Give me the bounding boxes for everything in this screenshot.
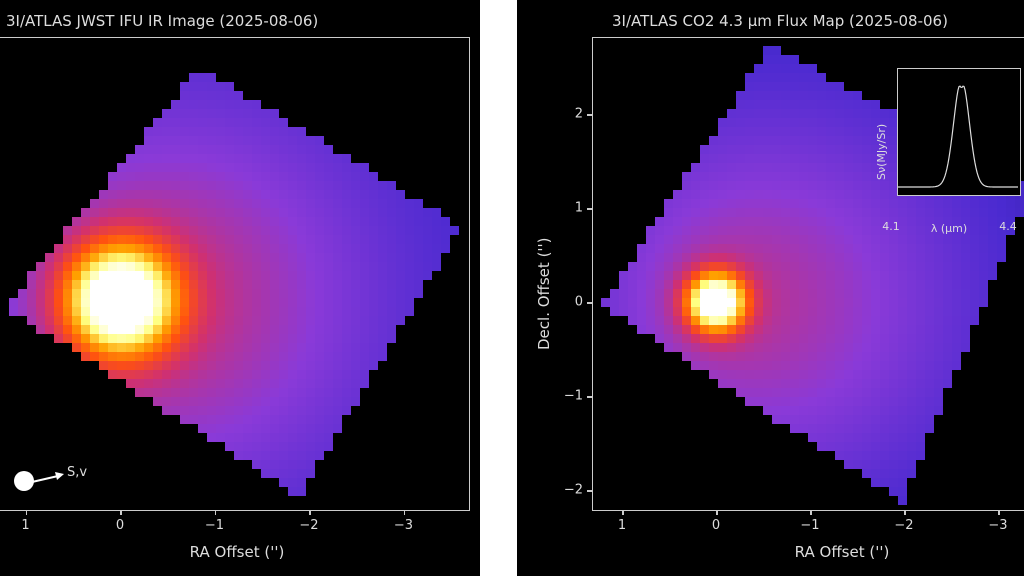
x-tick-mark — [214, 510, 216, 515]
arrow-icon — [31, 472, 64, 483]
y-axis-label: Decl. Offset ('') — [535, 237, 553, 350]
y-tick-label: −2 — [563, 482, 583, 498]
y-tick-mark — [587, 114, 592, 116]
spectrum-inset — [897, 68, 1021, 196]
x-tick-mark — [309, 510, 311, 515]
spectrum-line — [898, 85, 1018, 188]
x-tick-label: −2 — [894, 518, 914, 533]
x-tick-label: −3 — [393, 518, 414, 533]
x-tick-label: 0 — [115, 518, 125, 533]
x-tick-mark — [998, 510, 1000, 515]
ir-image-panel: 3I/ATLAS JWST IFU IR Image (2025-08-06) … — [0, 0, 480, 576]
x-tick-label: −3 — [988, 518, 1008, 533]
x-tick-mark — [904, 510, 906, 515]
inset-ylabel: Sν(MJy/Sr) — [875, 123, 888, 180]
y-tick-label: −1 — [563, 388, 583, 404]
y-tick-mark — [587, 302, 592, 304]
x-tick-mark — [716, 510, 718, 515]
x-tick-mark — [403, 510, 405, 515]
x-tick-mark — [622, 510, 624, 515]
y-tick-mark — [587, 490, 592, 492]
y-tick-label: 0 — [574, 294, 583, 310]
x-tick-label: −1 — [204, 518, 225, 533]
y-tick-mark — [587, 208, 592, 210]
x-axis-label: RA Offset ('') — [189, 543, 285, 561]
chart-title: 3I/ATLAS JWST IFU IR Image (2025-08-06) — [6, 12, 319, 30]
x-tick-mark — [120, 510, 122, 515]
x-tick-label: −1 — [800, 518, 820, 533]
x-tick-mark — [810, 510, 812, 515]
inset-xlabel: λ (µm) — [930, 222, 968, 235]
y-tick-label: 2 — [574, 106, 583, 122]
x-tick-label: 0 — [711, 518, 721, 533]
axes-frame — [0, 37, 470, 511]
ir-heatmap — [0, 37, 470, 510]
inset-xtick: 4.1 — [882, 220, 900, 233]
y-tick-label: 1 — [574, 200, 583, 216]
nucleus-dot-icon — [14, 471, 34, 491]
chart-title: 3I/ATLAS CO2 4.3 µm Flux Map (2025-08-06… — [612, 12, 948, 30]
sun-velocity-label: S,v — [67, 465, 88, 480]
x-tick-label: 1 — [21, 518, 30, 533]
y-tick-mark — [587, 396, 592, 398]
axes-frame — [592, 37, 1024, 511]
inset-xtick: 4.4 — [999, 220, 1017, 233]
spectrum-curve — [898, 85, 1018, 188]
co2-map-panel: 3I/ATLAS CO2 4.3 µm Flux Map (2025-08-06… — [517, 0, 1024, 576]
x-tick-label: −2 — [299, 518, 319, 533]
x-tick-mark — [25, 510, 27, 515]
x-axis-label: RA Offset ('') — [794, 543, 890, 561]
x-tick-label: 1 — [617, 518, 627, 533]
